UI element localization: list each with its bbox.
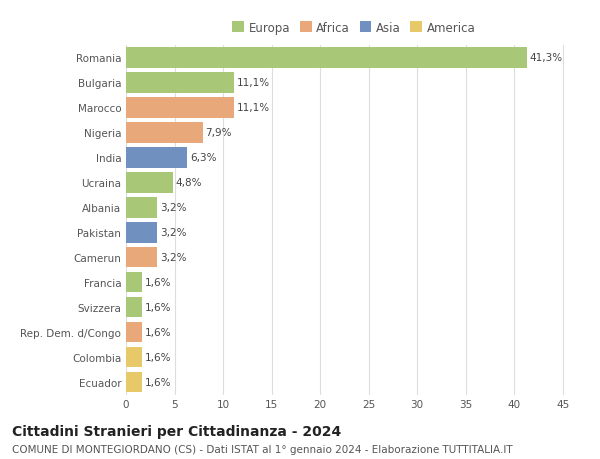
Text: 3,2%: 3,2% [160,253,187,263]
Bar [126,148,187,168]
Text: 1,6%: 1,6% [145,278,171,288]
Bar [126,297,142,318]
Text: Cittadini Stranieri per Cittadinanza - 2024: Cittadini Stranieri per Cittadinanza - 2… [12,425,341,438]
Text: 1,6%: 1,6% [145,302,171,313]
Text: 1,6%: 1,6% [145,327,171,337]
Bar [126,347,142,368]
Text: 4,8%: 4,8% [175,178,202,188]
Bar [126,173,173,193]
Text: 7,9%: 7,9% [206,128,232,138]
Bar [126,198,157,218]
Bar [126,272,142,293]
Bar [126,372,142,392]
Text: 41,3%: 41,3% [530,53,563,63]
Bar [126,123,203,143]
Legend: Europa, Africa, Asia, America: Europa, Africa, Asia, America [227,17,481,39]
Text: 1,6%: 1,6% [145,377,171,387]
Bar [126,223,157,243]
Bar [126,98,233,118]
Bar [126,73,233,94]
Bar [126,322,142,343]
Text: 6,3%: 6,3% [190,153,217,163]
Bar [126,48,527,68]
Text: 11,1%: 11,1% [236,103,270,113]
Text: 11,1%: 11,1% [236,78,270,88]
Text: 1,6%: 1,6% [145,353,171,362]
Bar [126,247,157,268]
Text: COMUNE DI MONTEGIORDANO (CS) - Dati ISTAT al 1° gennaio 2024 - Elaborazione TUTT: COMUNE DI MONTEGIORDANO (CS) - Dati ISTA… [12,444,512,454]
Text: 3,2%: 3,2% [160,228,187,238]
Text: 3,2%: 3,2% [160,203,187,213]
